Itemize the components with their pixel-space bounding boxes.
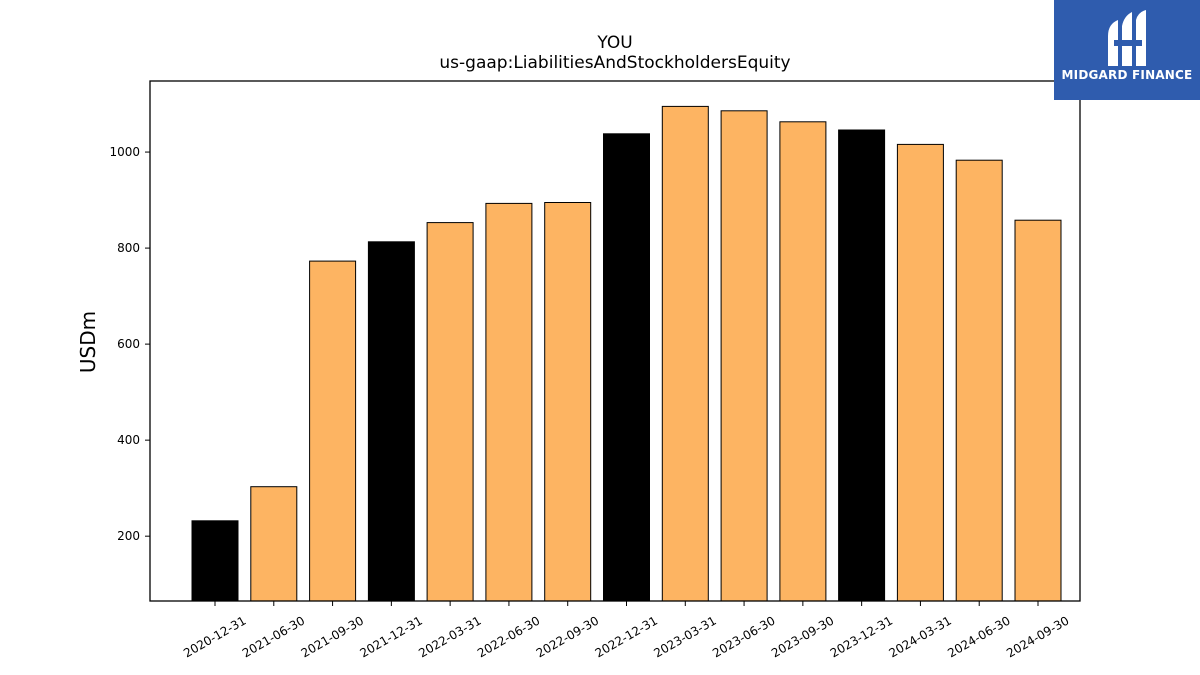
x-tick-label: 2021-09-30 — [299, 613, 366, 660]
y-axis-label: USDm — [76, 311, 100, 373]
chart-title: YOU — [596, 33, 632, 53]
y-axis-ticks: 200 400 600 800 1000 — [109, 145, 150, 543]
x-tick-label: 2023-03-31 — [651, 613, 718, 660]
x-tick-label: 2024-03-31 — [887, 613, 954, 660]
bar-2022-03-31 — [426, 222, 474, 602]
bar-2021-06-30 — [250, 486, 298, 602]
x-tick-label: 2023-12-31 — [828, 613, 895, 660]
bar-2021-09-30 — [309, 260, 357, 602]
bar-2024-03-31 — [896, 143, 944, 602]
x-tick-label: 2023-09-30 — [769, 613, 836, 660]
y-tick-label: 400 — [117, 433, 140, 447]
bar-2020-12-31 — [191, 520, 239, 602]
y-tick-label: 800 — [117, 241, 140, 255]
y-tick-label: 200 — [117, 529, 140, 543]
midgard-finance-logo: MIDGARD FINANCE — [1054, 0, 1200, 100]
x-tick-label: 2022-06-30 — [475, 613, 542, 660]
x-tick-label: 2023-06-30 — [710, 613, 777, 660]
bar-2023-06-30 — [720, 110, 768, 602]
x-tick-label: 2021-12-31 — [357, 613, 424, 660]
plot-frame — [149, 80, 1081, 602]
bars-group — [191, 105, 1062, 602]
bar-2023-09-30 — [779, 121, 827, 602]
x-tick-label: 2020-12-31 — [181, 613, 248, 660]
bar-2022-06-30 — [485, 202, 533, 602]
bar-2024-09-30 — [1014, 219, 1062, 602]
bar-2024-06-30 — [955, 159, 1003, 602]
y-tick-label: 1000 — [109, 145, 140, 159]
x-axis-ticks: 2020-12-312021-06-302021-09-302021-12-31… — [181, 601, 1072, 660]
bar-2021-12-31 — [367, 241, 415, 602]
bar-2023-12-31 — [838, 129, 886, 602]
x-tick-label: 2022-09-30 — [534, 613, 601, 660]
x-tick-label: 2024-09-30 — [1004, 613, 1071, 660]
bar-2022-09-30 — [544, 202, 592, 602]
x-tick-label: 2024-06-30 — [945, 613, 1012, 660]
logo-mark-icon — [1108, 10, 1146, 66]
bar-2022-12-31 — [603, 133, 650, 602]
x-tick-label: 2021-06-30 — [240, 613, 307, 660]
logo-text: MIDGARD FINANCE — [1061, 68, 1193, 82]
bar-2023-03-31 — [661, 105, 709, 602]
x-tick-label: 2022-03-31 — [416, 613, 483, 660]
chart-subtitle: us-gaap:LiabilitiesAndStockholdersEquity — [439, 53, 790, 73]
x-tick-label: 2022-12-31 — [593, 613, 660, 660]
y-tick-label: 600 — [117, 337, 140, 351]
